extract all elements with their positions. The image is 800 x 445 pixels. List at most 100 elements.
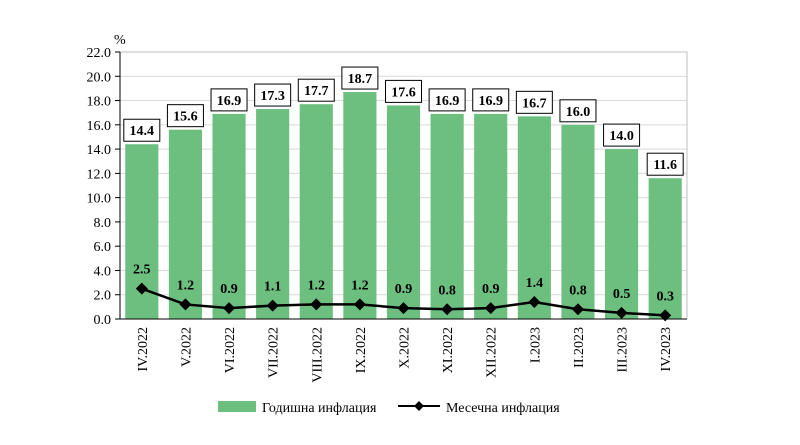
bar-value-label: 16.9 bbox=[478, 94, 503, 109]
bar-value-label-box: 11.6 bbox=[646, 152, 684, 176]
bar-value-label-frame bbox=[472, 88, 510, 112]
bar-value-label-box: 16.9 bbox=[472, 88, 510, 112]
bar-value-label: 16.0 bbox=[566, 105, 591, 120]
y-axis-ticks: 0.0 2.0 4.0 6.0 8.0 10.0 12.0 14.0 16.0 18.0 20.0 2… bbox=[87, 46, 120, 328]
x-category-label: V.2022 bbox=[179, 327, 194, 367]
bar-value-label-frame bbox=[385, 79, 422, 103]
bar-value-label-frame bbox=[210, 88, 248, 112]
legend: Годишна инфлация Месечна инфлация bbox=[218, 401, 560, 416]
bar-annual bbox=[343, 92, 377, 319]
bar-value-label: 14.0 bbox=[609, 129, 634, 144]
monthly-point-marker bbox=[659, 309, 672, 322]
bar-value-label-frame bbox=[646, 152, 684, 176]
x-category-label: III.2023 bbox=[616, 327, 631, 373]
monthly-point-marker bbox=[179, 298, 192, 311]
x-category-label: VI.2022 bbox=[223, 327, 238, 373]
bar-value-label-frame bbox=[341, 66, 379, 90]
bar-annual bbox=[168, 129, 202, 319]
bar-value-labels: 14.4 15.6 16.9 17.3 17.7 18.7 17.6 16.9 16.9 16.7… bbox=[123, 66, 684, 176]
y-tick-label: 14.0 bbox=[87, 143, 112, 158]
y-unit-label: % bbox=[114, 33, 126, 48]
x-category-label: XII.2022 bbox=[485, 327, 500, 378]
bar-value-label: 14.4 bbox=[130, 124, 155, 139]
y-tick-label: 8.0 bbox=[94, 216, 112, 231]
bar-value-label-frame bbox=[254, 83, 292, 107]
monthly-point-marker bbox=[223, 302, 236, 315]
x-category-label: X.2022 bbox=[398, 327, 413, 369]
x-category-label: IV.2022 bbox=[136, 327, 151, 371]
bar-annual bbox=[517, 116, 551, 319]
monthly-point-marker bbox=[615, 306, 628, 319]
monthly-point-marker bbox=[353, 298, 366, 311]
bar-value-label-frame bbox=[297, 78, 335, 102]
y-tick-label: 22.0 bbox=[87, 46, 112, 61]
legend-swatch-annual bbox=[218, 401, 256, 412]
line-value-label: 1.2 bbox=[351, 278, 369, 293]
line-value-label: 0.8 bbox=[569, 283, 587, 298]
bar-value-label-box: 17.3 bbox=[254, 83, 292, 107]
bar-value-label-frame bbox=[515, 90, 553, 114]
x-category-label: IX.2022 bbox=[354, 327, 369, 373]
y-tick-label: 18.0 bbox=[87, 95, 112, 110]
line-value-label: 2.5 bbox=[133, 263, 151, 278]
line-value-label: 1.2 bbox=[308, 278, 326, 293]
bar-value-label: 16.9 bbox=[217, 94, 242, 109]
line-value-label: 1.2 bbox=[177, 278, 195, 293]
y-tick-label: 2.0 bbox=[94, 289, 112, 304]
bar-value-label: 11.6 bbox=[653, 158, 677, 173]
bar-value-label-box: 16.9 bbox=[210, 88, 248, 112]
bar-value-label-frame bbox=[603, 123, 641, 147]
bars bbox=[125, 92, 682, 320]
line-value-label: 0.9 bbox=[395, 282, 413, 297]
bar-annual bbox=[386, 105, 421, 320]
line-value-label: 0.5 bbox=[613, 287, 631, 302]
monthly-point-marker bbox=[528, 296, 541, 309]
y-tick-label: 20.0 bbox=[87, 70, 112, 85]
line-value-labels: 2.5 1.2 0.9 1.1 1.2 1.2 0.9 0.8 0.9 1.4 0.8 0.5 0.3 bbox=[133, 263, 674, 305]
legend-label-monthly: Месечна инфлация bbox=[446, 401, 560, 416]
monthly-point-marker bbox=[441, 303, 454, 316]
bar-value-label-frame bbox=[559, 99, 597, 123]
y-tick-label: 0.0 bbox=[94, 313, 112, 328]
line-value-label: 0.9 bbox=[220, 282, 238, 297]
axes bbox=[119, 51, 688, 320]
line-value-label: 0.3 bbox=[656, 289, 674, 304]
bar-value-label-box: 16.0 bbox=[559, 99, 597, 123]
x-category-label: VIII.2022 bbox=[310, 327, 325, 383]
bar-annual bbox=[474, 113, 508, 320]
bar-value-label: 16.9 bbox=[435, 94, 460, 109]
bar-value-label-frame bbox=[123, 118, 161, 142]
bar-value-label: 15.6 bbox=[173, 110, 198, 125]
bar-value-label-box: 17.7 bbox=[297, 78, 335, 102]
x-category-label: I.2023 bbox=[528, 327, 543, 363]
bar-annual bbox=[299, 104, 333, 319]
monthly-line bbox=[135, 282, 672, 322]
bar-annual bbox=[605, 149, 639, 319]
bar-annual bbox=[212, 113, 246, 320]
bar-value-label-box: 14.4 bbox=[123, 118, 161, 142]
monthly-point-marker bbox=[266, 299, 279, 312]
bar-value-label-frame bbox=[428, 88, 466, 112]
monthly-point-marker bbox=[397, 302, 410, 315]
bar-value-label: 17.7 bbox=[304, 84, 329, 99]
line-value-label: 0.8 bbox=[438, 283, 456, 298]
y-tick-label: 10.0 bbox=[87, 192, 112, 207]
y-tick-label: 4.0 bbox=[94, 264, 112, 279]
legend-marker-monthly bbox=[414, 401, 424, 411]
bar-value-label: 18.7 bbox=[348, 72, 373, 87]
legend-label-annual: Годишна инфлация bbox=[262, 401, 377, 416]
bar-value-label: 17.6 bbox=[391, 85, 416, 100]
bar-value-label: 16.7 bbox=[522, 96, 547, 111]
monthly-point-marker bbox=[484, 302, 497, 315]
x-category-label: IV.2023 bbox=[659, 327, 674, 371]
x-axis-categories: IV.2022 V.2022 VI.2022 VII.2022 VIII.2022 IX.… bbox=[136, 327, 674, 383]
x-category-label: VII.2022 bbox=[267, 327, 282, 378]
line-value-label: 0.9 bbox=[482, 282, 500, 297]
x-category-label: XI.2022 bbox=[441, 327, 456, 373]
bar-value-label-box: 15.6 bbox=[166, 104, 204, 128]
line-value-label: 1.1 bbox=[264, 280, 282, 295]
y-tick-label: 16.0 bbox=[87, 119, 112, 134]
bar-annual bbox=[430, 113, 464, 320]
y-tick-label: 6.0 bbox=[94, 240, 112, 255]
